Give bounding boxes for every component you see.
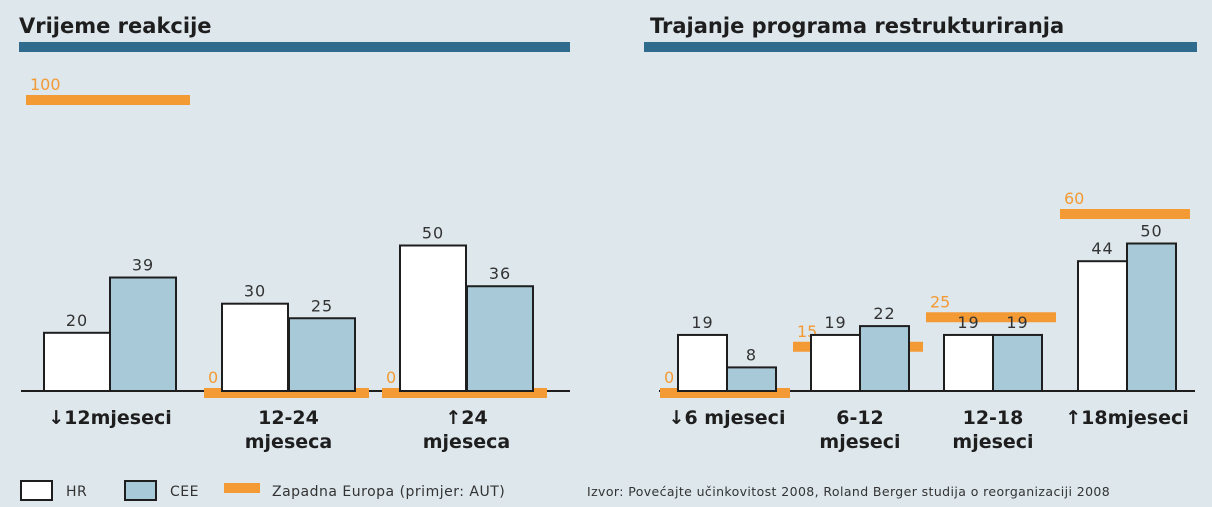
bar-we	[382, 388, 547, 398]
data-label-cee: 39	[132, 256, 154, 275]
data-label-cee: 19	[1006, 313, 1028, 332]
data-label-hr: 20	[66, 311, 88, 330]
data-label-we: 0	[386, 368, 396, 387]
bar-cee	[992, 333, 1043, 393]
bar-hr	[221, 302, 289, 393]
data-label-we: 100	[30, 75, 61, 94]
title-rule	[644, 42, 1197, 52]
category-label: ↑18mjeseci	[1065, 407, 1189, 429]
legend-swatch-cee	[124, 480, 157, 501]
chart-restructuring-duration: Trajanje programa restrukturiranja 0 19 8 ↓…	[644, 14, 1197, 453]
legend-label-hr: HR	[66, 484, 87, 500]
data-label-cee: 25	[311, 296, 333, 315]
data-label-cee: 22	[873, 304, 895, 323]
source-note: Izvor: Povećajte učinkovitost 2008, Rola…	[587, 484, 1110, 499]
bar-cee	[466, 285, 534, 392]
bar-we	[660, 388, 790, 398]
bar-hr	[43, 331, 111, 392]
data-label-we: 60	[1064, 189, 1084, 208]
bar-we	[26, 95, 190, 105]
bar-cee	[726, 366, 777, 392]
category-label: 12-18 mjeseci	[952, 407, 1033, 453]
data-label-hr: 19	[691, 313, 713, 332]
category-label: ↓6 mjeseci	[669, 407, 786, 429]
data-label-cee: 50	[1140, 222, 1162, 241]
bar-cee	[1126, 242, 1177, 392]
bar-cee	[109, 276, 177, 393]
chart-reaction-time: Vrijeme reakcije 100 20 39 ↓12mjeseci 0 30 25 1…	[19, 14, 570, 453]
data-label-we: 0	[664, 368, 674, 387]
legend-swatch-hr	[20, 480, 53, 501]
legend-label-cee: CEE	[170, 484, 199, 500]
bar-cee	[859, 325, 910, 393]
data-label-hr: 19	[957, 313, 979, 332]
bar-we	[926, 312, 1056, 323]
bar-cee	[288, 317, 356, 392]
title-rule	[19, 42, 570, 52]
bar-we	[204, 388, 369, 398]
chart-title: Trajanje programa restrukturiranja	[650, 14, 1064, 38]
data-label-hr: 44	[1091, 239, 1113, 258]
bar-hr	[399, 244, 467, 392]
bar-hr	[810, 333, 861, 393]
bar-hr	[1077, 260, 1128, 393]
data-label-hr: 50	[422, 224, 444, 243]
data-label-we: 0	[208, 368, 218, 387]
category-label: 12-24 mjeseca	[245, 407, 332, 453]
data-label-cee: 8	[746, 345, 757, 364]
chart-title: Vrijeme reakcije	[19, 14, 212, 38]
bar-hr	[943, 333, 994, 393]
data-label-cee: 36	[489, 264, 511, 283]
data-label-hr: 19	[824, 313, 846, 332]
category-label: ↑24 mjeseca	[423, 407, 510, 453]
bar-hr	[677, 333, 728, 393]
category-label: 6-12 mjeseci	[819, 407, 900, 453]
bar-we	[1060, 209, 1190, 219]
data-label-we: 25	[930, 292, 950, 311]
data-label-hr: 30	[244, 282, 266, 301]
category-label: ↓12mjeseci	[48, 407, 172, 429]
legend-label-we: Zapadna Europa (primjer: AUT)	[272, 484, 505, 500]
legend: HR CEE Zapadna Europa (primjer: AUT)	[20, 480, 505, 501]
legend-swatch-we	[224, 483, 260, 493]
